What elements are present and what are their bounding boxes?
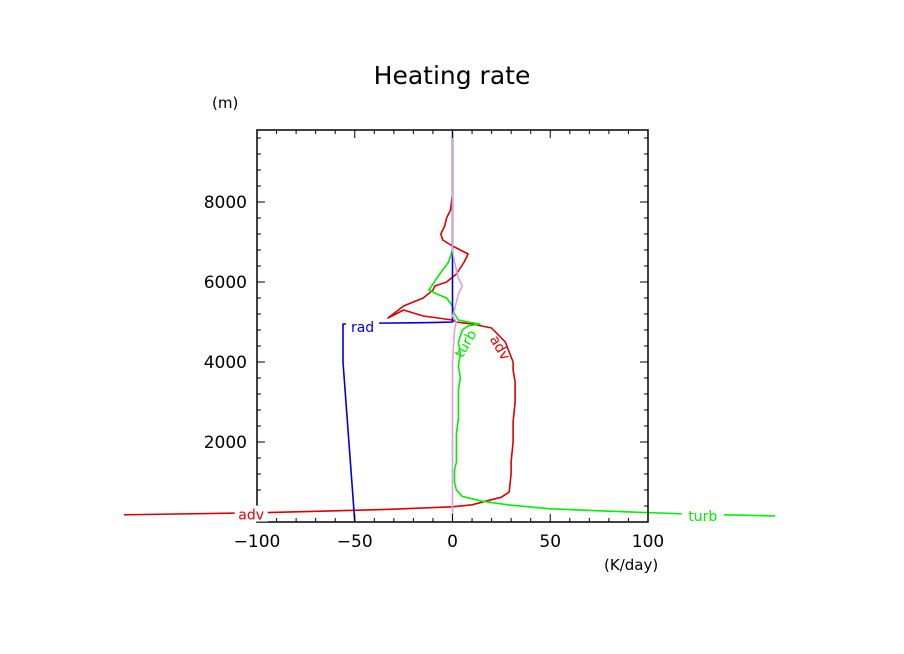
y-tick-label: 6000 xyxy=(204,273,247,293)
series-line-rad xyxy=(342,130,454,523)
x-tick-label: 50 xyxy=(539,532,561,552)
x-axis-label: (K/day) xyxy=(604,556,658,574)
y-tick-label: 8000 xyxy=(204,193,247,213)
series-label-adv: adv xyxy=(238,508,264,524)
x-tick-label: −100 xyxy=(234,532,281,552)
series-label-bg xyxy=(681,506,724,523)
x-tick-label: −50 xyxy=(337,532,373,552)
x-tick-label: 100 xyxy=(632,532,664,552)
series-label-adv: adv xyxy=(486,333,513,363)
chart-title: Heating rate xyxy=(374,61,531,90)
series-label-bg xyxy=(234,505,268,522)
series-layer xyxy=(124,130,776,523)
ticks-layer: −100 −50 0 50 100 2000 4000 6000 8000 xyxy=(204,130,664,552)
series-label-turb: turb xyxy=(688,509,717,525)
series-line-profile-3 xyxy=(451,130,464,522)
y-tick-label: 2000 xyxy=(204,433,247,453)
y-axis-label: (m) xyxy=(212,94,238,112)
series-line-turb xyxy=(428,130,776,517)
series-label-turb: turb xyxy=(452,327,480,360)
x-tick-label: 0 xyxy=(447,532,458,552)
series-line-adv xyxy=(124,130,516,516)
y-tick-label: 4000 xyxy=(204,353,247,373)
series-label-rad: rad xyxy=(351,320,374,336)
series-label-bg xyxy=(346,318,380,334)
